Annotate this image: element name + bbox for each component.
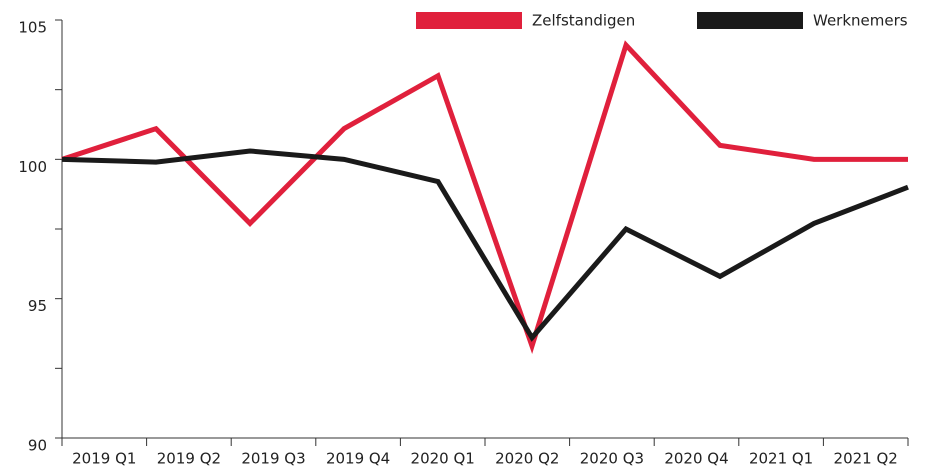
- x-tick-label: 2019 Q3: [241, 450, 305, 468]
- y-tick-label: 105: [18, 19, 47, 37]
- x-tick-label: 2020 Q4: [664, 450, 728, 468]
- x-tick-label: 2019 Q2: [157, 450, 221, 468]
- y-tick-label: 95: [28, 297, 47, 315]
- y-tick-label: 90: [28, 437, 47, 455]
- x-tick-label: 2021 Q1: [749, 450, 813, 468]
- legend-label: Werknemers: [813, 12, 908, 30]
- x-tick-label: 2021 Q2: [834, 450, 898, 468]
- series-line: [61, 148, 909, 342]
- legend-label: Zelfstandigen: [532, 12, 635, 30]
- x-tick-label: 2019 Q1: [72, 450, 136, 468]
- x-tick-label: 2019 Q4: [326, 450, 390, 468]
- series-line: [61, 40, 908, 355]
- legend-swatch: [697, 12, 803, 29]
- x-tick-label: 2020 Q3: [580, 450, 644, 468]
- legend-swatch: [416, 12, 522, 29]
- x-tick-label: 2020 Q2: [495, 450, 559, 468]
- y-tick-label: 100: [18, 158, 47, 176]
- x-tick-label: 2020 Q1: [411, 450, 475, 468]
